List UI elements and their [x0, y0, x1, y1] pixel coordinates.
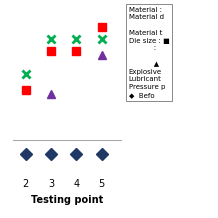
- X-axis label: Testing point: Testing point: [31, 195, 104, 205]
- Text: Material :
Material d

Material t
Die size : ■
           :

           ▲
Explos: Material : Material d Material t Die siz…: [129, 7, 169, 98]
